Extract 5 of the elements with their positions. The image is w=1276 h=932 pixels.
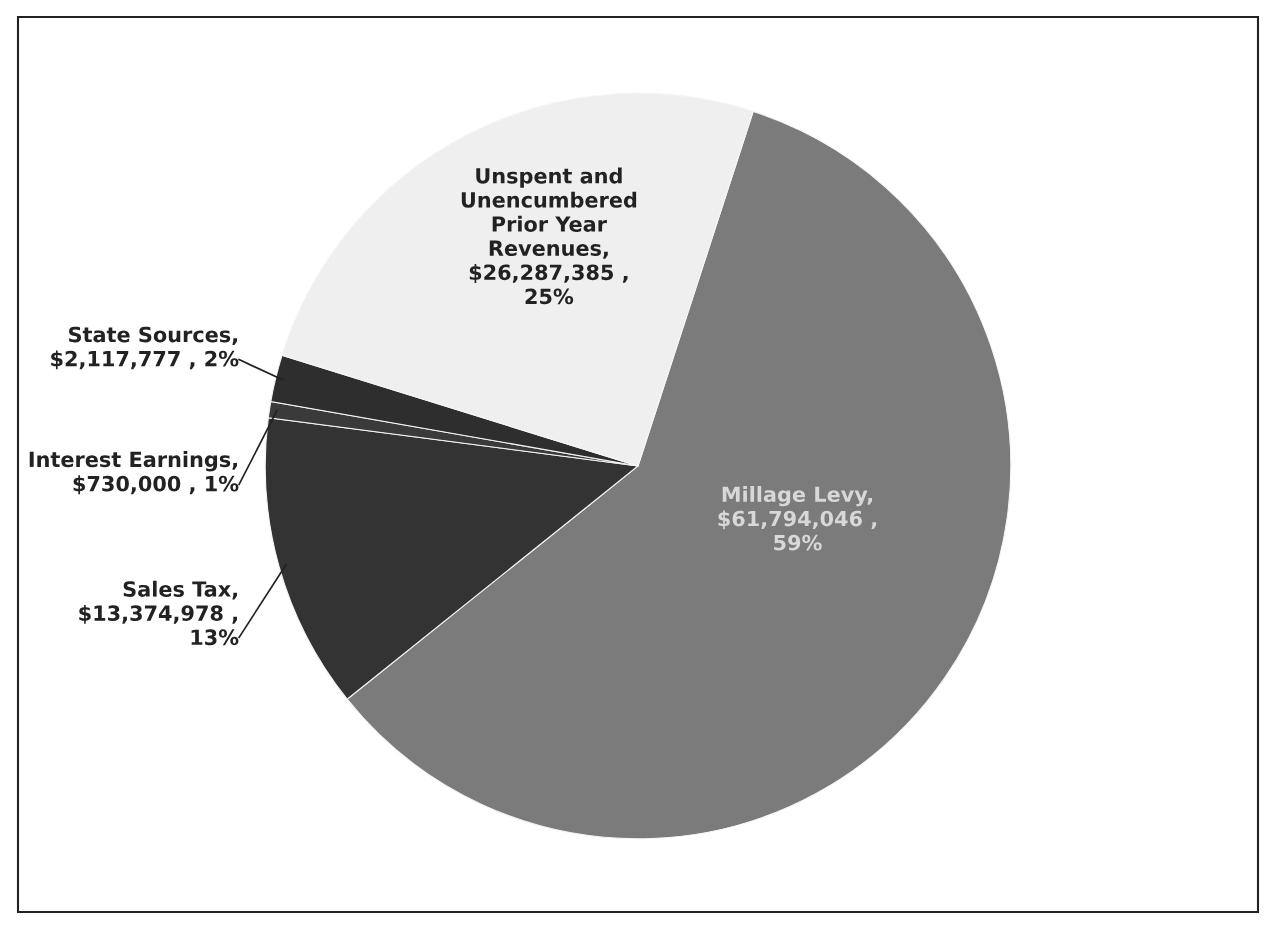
slice-label: Sales Tax, $13,374,978 , 13% [79,580,239,646]
slice-label: Interest Earnings, $730,000 , 1% [29,451,239,495]
slice-label: Millage Levy, $61,794,046 , 59% [718,485,877,551]
slice-label: State Sources, $2,117,777 , 2% [51,326,239,370]
slice-label: Unspent and Unencumbered Prior Year Revenues, $26,287,385 , 25% [461,167,637,305]
